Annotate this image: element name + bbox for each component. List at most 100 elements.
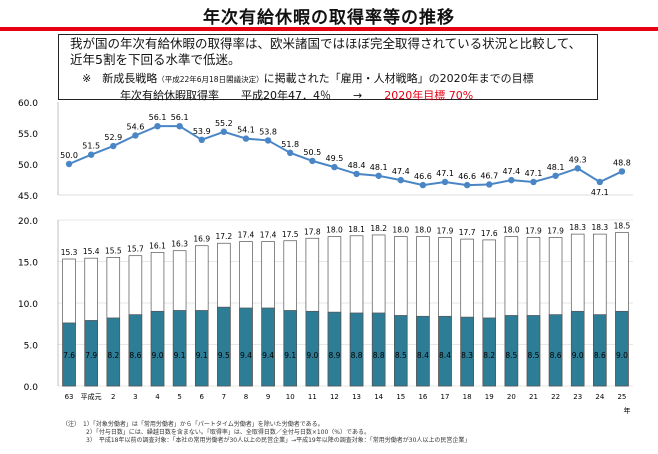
taken-days-bar — [261, 307, 275, 387]
rate-label: 年次有給休暇取得率 — [120, 89, 219, 102]
note-main-2: に掲載された「雇用・人材戦略」の2020年までの目標 — [263, 72, 534, 85]
rate-data-label: 47.1 — [436, 169, 454, 178]
rate-value: 平成20年47．4％ — [241, 89, 331, 102]
taken-days-bar — [615, 310, 629, 387]
taken-days-bar — [283, 310, 297, 387]
rate-data-label: 50.5 — [303, 148, 321, 157]
rate-point — [397, 176, 404, 184]
bar-y-tick-label: 20.0 — [18, 217, 38, 227]
x-category-label: 20 — [507, 393, 516, 401]
rate-point — [198, 136, 205, 144]
granted-days-label: 18.5 — [614, 221, 631, 230]
rate-data-label: 46.6 — [414, 172, 432, 181]
taken-days-label: 9.0 — [152, 351, 164, 360]
granted-days-label: 18.3 — [569, 223, 586, 232]
rate-point — [353, 170, 360, 178]
rate-point — [486, 181, 493, 188]
granted-days-label: 16.3 — [171, 240, 188, 249]
granted-days-label: 15.7 — [127, 245, 144, 254]
granted-days-label: 17.9 — [437, 226, 454, 235]
line-y-tick-label: 55.0 — [18, 130, 38, 140]
x-category-label: 24 — [595, 393, 604, 401]
granted-days-label: 16.9 — [193, 235, 210, 244]
x-category-label: 19 — [485, 393, 494, 401]
taken-days-label: 9.1 — [174, 351, 186, 360]
taken-days-bar — [593, 314, 607, 387]
granted-days-label: 17.9 — [525, 226, 542, 235]
target-value: 2020年目標 70% — [384, 89, 474, 102]
granted-days-label: 18.0 — [415, 226, 432, 235]
x-category-label: 6 — [200, 393, 205, 401]
taken-days-label: 9.1 — [284, 351, 296, 360]
taken-days-label: 8.6 — [129, 351, 141, 360]
x-category-label: 平成元 — [81, 392, 102, 401]
taken-days-label: 9.1 — [196, 351, 208, 360]
granted-days-label: 17.8 — [304, 227, 321, 236]
taken-days-label: 9.5 — [218, 351, 230, 360]
line-y-tick-label: 45.0 — [18, 192, 38, 202]
taken-days-label: 7.9 — [85, 351, 97, 360]
taken-days-bar — [239, 307, 253, 387]
summary-text: 我が国の年次有給休暇の取得率は、欧米諸国ではほぼ完全取得されている状況と比較して… — [70, 36, 582, 67]
rate-data-label: 56.1 — [149, 113, 167, 122]
x-category-label: 25 — [617, 393, 626, 401]
rate-point — [552, 172, 559, 179]
taken-days-bar — [394, 315, 408, 387]
rate-point — [463, 181, 471, 189]
taken-days-label: 8.3 — [461, 351, 473, 360]
granted-days-label: 17.6 — [481, 229, 498, 238]
x-category-label: 4 — [155, 393, 160, 401]
rate-point — [375, 172, 382, 179]
bar-y-tick-label: 0.0 — [24, 383, 39, 393]
rate-data-label: 51.8 — [281, 140, 299, 149]
x-category-label: 18 — [463, 393, 472, 401]
taken-days-label: 8.6 — [594, 351, 606, 360]
taken-days-bar — [106, 317, 121, 387]
rate-data-label: 48.4 — [348, 161, 366, 170]
rate-point — [331, 163, 338, 171]
arrow: → — [353, 89, 363, 102]
rate-point — [154, 122, 161, 130]
taken-days-bar — [172, 310, 187, 387]
granted-days-label: 16.1 — [149, 241, 166, 250]
footnote-3: 3） 平成18年以前の調査対象：「本社の常用労働者が30人以上の民営企業」→平成… — [62, 437, 471, 444]
rate-data-label: 47.1 — [591, 188, 609, 197]
taken-days-label: 9.4 — [240, 351, 252, 360]
x-category-label: 10 — [286, 393, 295, 401]
taken-days-bar — [526, 315, 541, 387]
taken-days-bar — [371, 312, 386, 387]
x-category-label: 23 — [573, 393, 582, 401]
rate-point — [574, 165, 581, 172]
rate-data-label: 47.4 — [502, 167, 520, 176]
bar-y-tick-label: 15.0 — [18, 259, 38, 269]
taken-days-bar — [548, 314, 563, 387]
taken-days-bar — [349, 312, 364, 387]
rate-point — [65, 160, 73, 168]
rate-point — [530, 178, 537, 186]
granted-days-label: 17.2 — [216, 232, 233, 241]
taken-days-bar — [84, 320, 98, 387]
rate-data-label: 48.1 — [370, 163, 388, 172]
granted-days-label: 17.9 — [547, 226, 564, 235]
taken-days-bar — [327, 311, 342, 387]
rate-point — [287, 149, 294, 157]
granted-days-label: 15.3 — [61, 248, 78, 257]
x-category-label: 63 — [65, 393, 74, 401]
rate-point — [309, 157, 316, 165]
granted-days-label: 18.3 — [591, 223, 608, 232]
rate-data-label: 54.6 — [126, 122, 144, 131]
footnote-2: 2）「付与日数」には、繰越日数を含まない。「取得率」は、全取得日数／全付与日数×… — [62, 429, 370, 436]
rate-data-label: 53.8 — [259, 127, 277, 136]
rate-point — [242, 135, 250, 142]
taken-days-label: 8.8 — [351, 351, 363, 360]
taken-days-bar — [504, 315, 519, 387]
rate-data-label: 49.5 — [326, 154, 344, 163]
footnote-1: （注） 1）「対象労働者」は「常用労働者」から「パートタイム労働者」を除いた労働… — [62, 421, 324, 428]
x-category-label: 9 — [266, 393, 270, 401]
granted-days-label: 17.4 — [238, 231, 255, 240]
rate-point — [618, 168, 626, 175]
rate-point — [176, 122, 183, 130]
taken-days-label: 9.0 — [572, 351, 584, 360]
x-category-label: 21 — [529, 393, 538, 401]
